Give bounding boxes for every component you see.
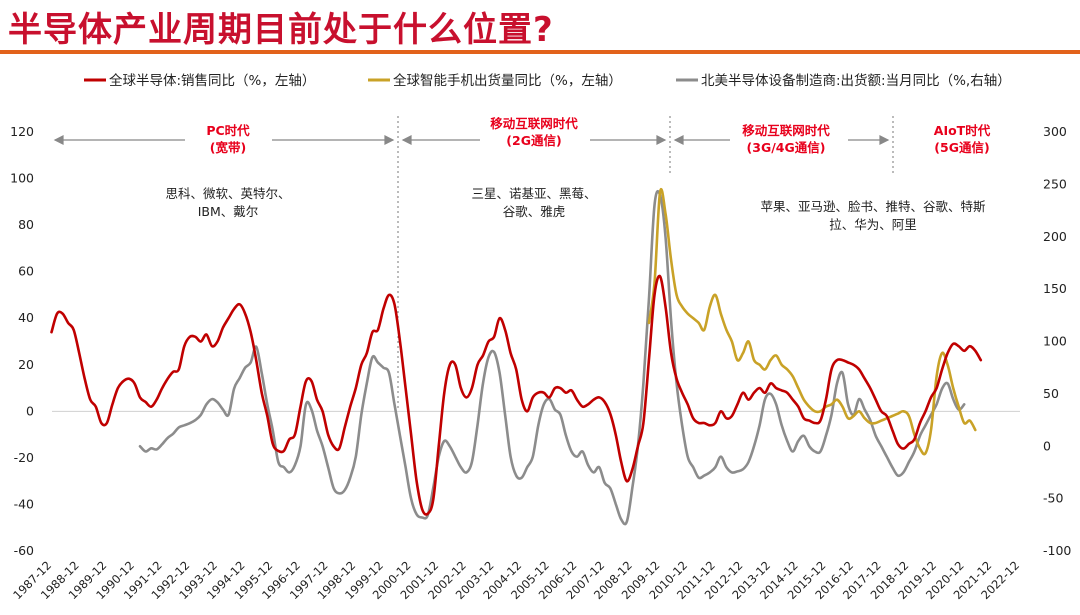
era-3-label: 移动互联网时代 [742,123,830,138]
y-right-tick-label: 150 [1043,281,1067,296]
y-left-tick-label: 100 [10,171,34,186]
era-4-sublabel: (5G通信) [934,140,989,155]
y-left-tick-label: -60 [14,543,34,558]
era-2-label: 移动互联网时代 [490,116,578,131]
title-divider [0,50,1080,54]
y-right-tick-label: 250 [1043,176,1067,191]
y-right-tick-label: -100 [1043,543,1071,558]
era-1-arrowhead-right [384,135,395,145]
y-right-tick-label: -50 [1043,491,1063,506]
era-2-arrowhead-right [656,135,667,145]
y-left-tick-label: 80 [18,217,34,232]
era-1-sublabel: (宽带) [210,140,246,155]
era-3-arrowhead-left [673,135,684,145]
era-2-arrowhead-left [401,135,412,145]
y-right-tick-label: 300 [1043,124,1067,139]
y-left-tick-label: 60 [18,264,34,279]
era-arrows [53,135,890,145]
era-3-arrowhead-right [879,135,890,145]
legend-label-smartphone: 全球智能手机出货量同比（%，左轴） [393,72,622,89]
era-3-sublabel: (3G/4G通信) [747,140,826,155]
era-2-sublabel: (2G通信) [506,133,561,148]
era-4-label: AIoT时代 [934,123,991,138]
era-3-companies-line1: 苹果、亚马逊、脸书、推特、谷歌、特斯 [760,199,985,214]
y-left-tick-label: 120 [10,124,34,139]
y-right-tick-label: 100 [1043,334,1067,349]
series-line-equipment [138,189,966,526]
era-1-companies-line2: IBM、戴尔 [198,204,259,219]
page-title: 半导体产业周期目前处于什么位置? [8,10,554,50]
era-3-companies-line2: 拉、华为、阿里 [829,217,917,232]
series-line-smartphone [647,187,977,456]
era-1-arrowhead-left [53,135,64,145]
y-left-tick-label: -20 [14,450,34,465]
era-2-companies-line2: 谷歌、雅虎 [503,204,566,219]
legend-label-equipment: 北美半导体设备制造商:出货额:当月同比（%,右轴） [701,72,1011,89]
y-right-tick-label: 50 [1043,386,1059,401]
y-left-tick-label: 40 [18,310,34,325]
y-right-tick-label: 200 [1043,229,1067,244]
era-1-label: PC时代 [206,123,250,138]
series-line-sales [50,274,983,516]
legend-label-sales: 全球半导体:销售同比（%，左轴） [109,72,315,89]
y-right-tick-label: 0 [1043,438,1051,453]
series-layer [50,187,983,526]
era-2-companies-line1: 三星、诺基亚、黑莓、 [471,186,596,201]
y-left-tick-label: 20 [18,357,34,372]
era-1-companies-line1: 思科、微软、英特尔、 [165,186,290,201]
legend: 全球半导体:销售同比（%，左轴） 全球智能手机出货量同比（%，左轴） 北美半导体… [84,72,1011,89]
y-left-tick-label: -40 [14,496,34,511]
y-left-tick-label: 0 [26,403,34,418]
